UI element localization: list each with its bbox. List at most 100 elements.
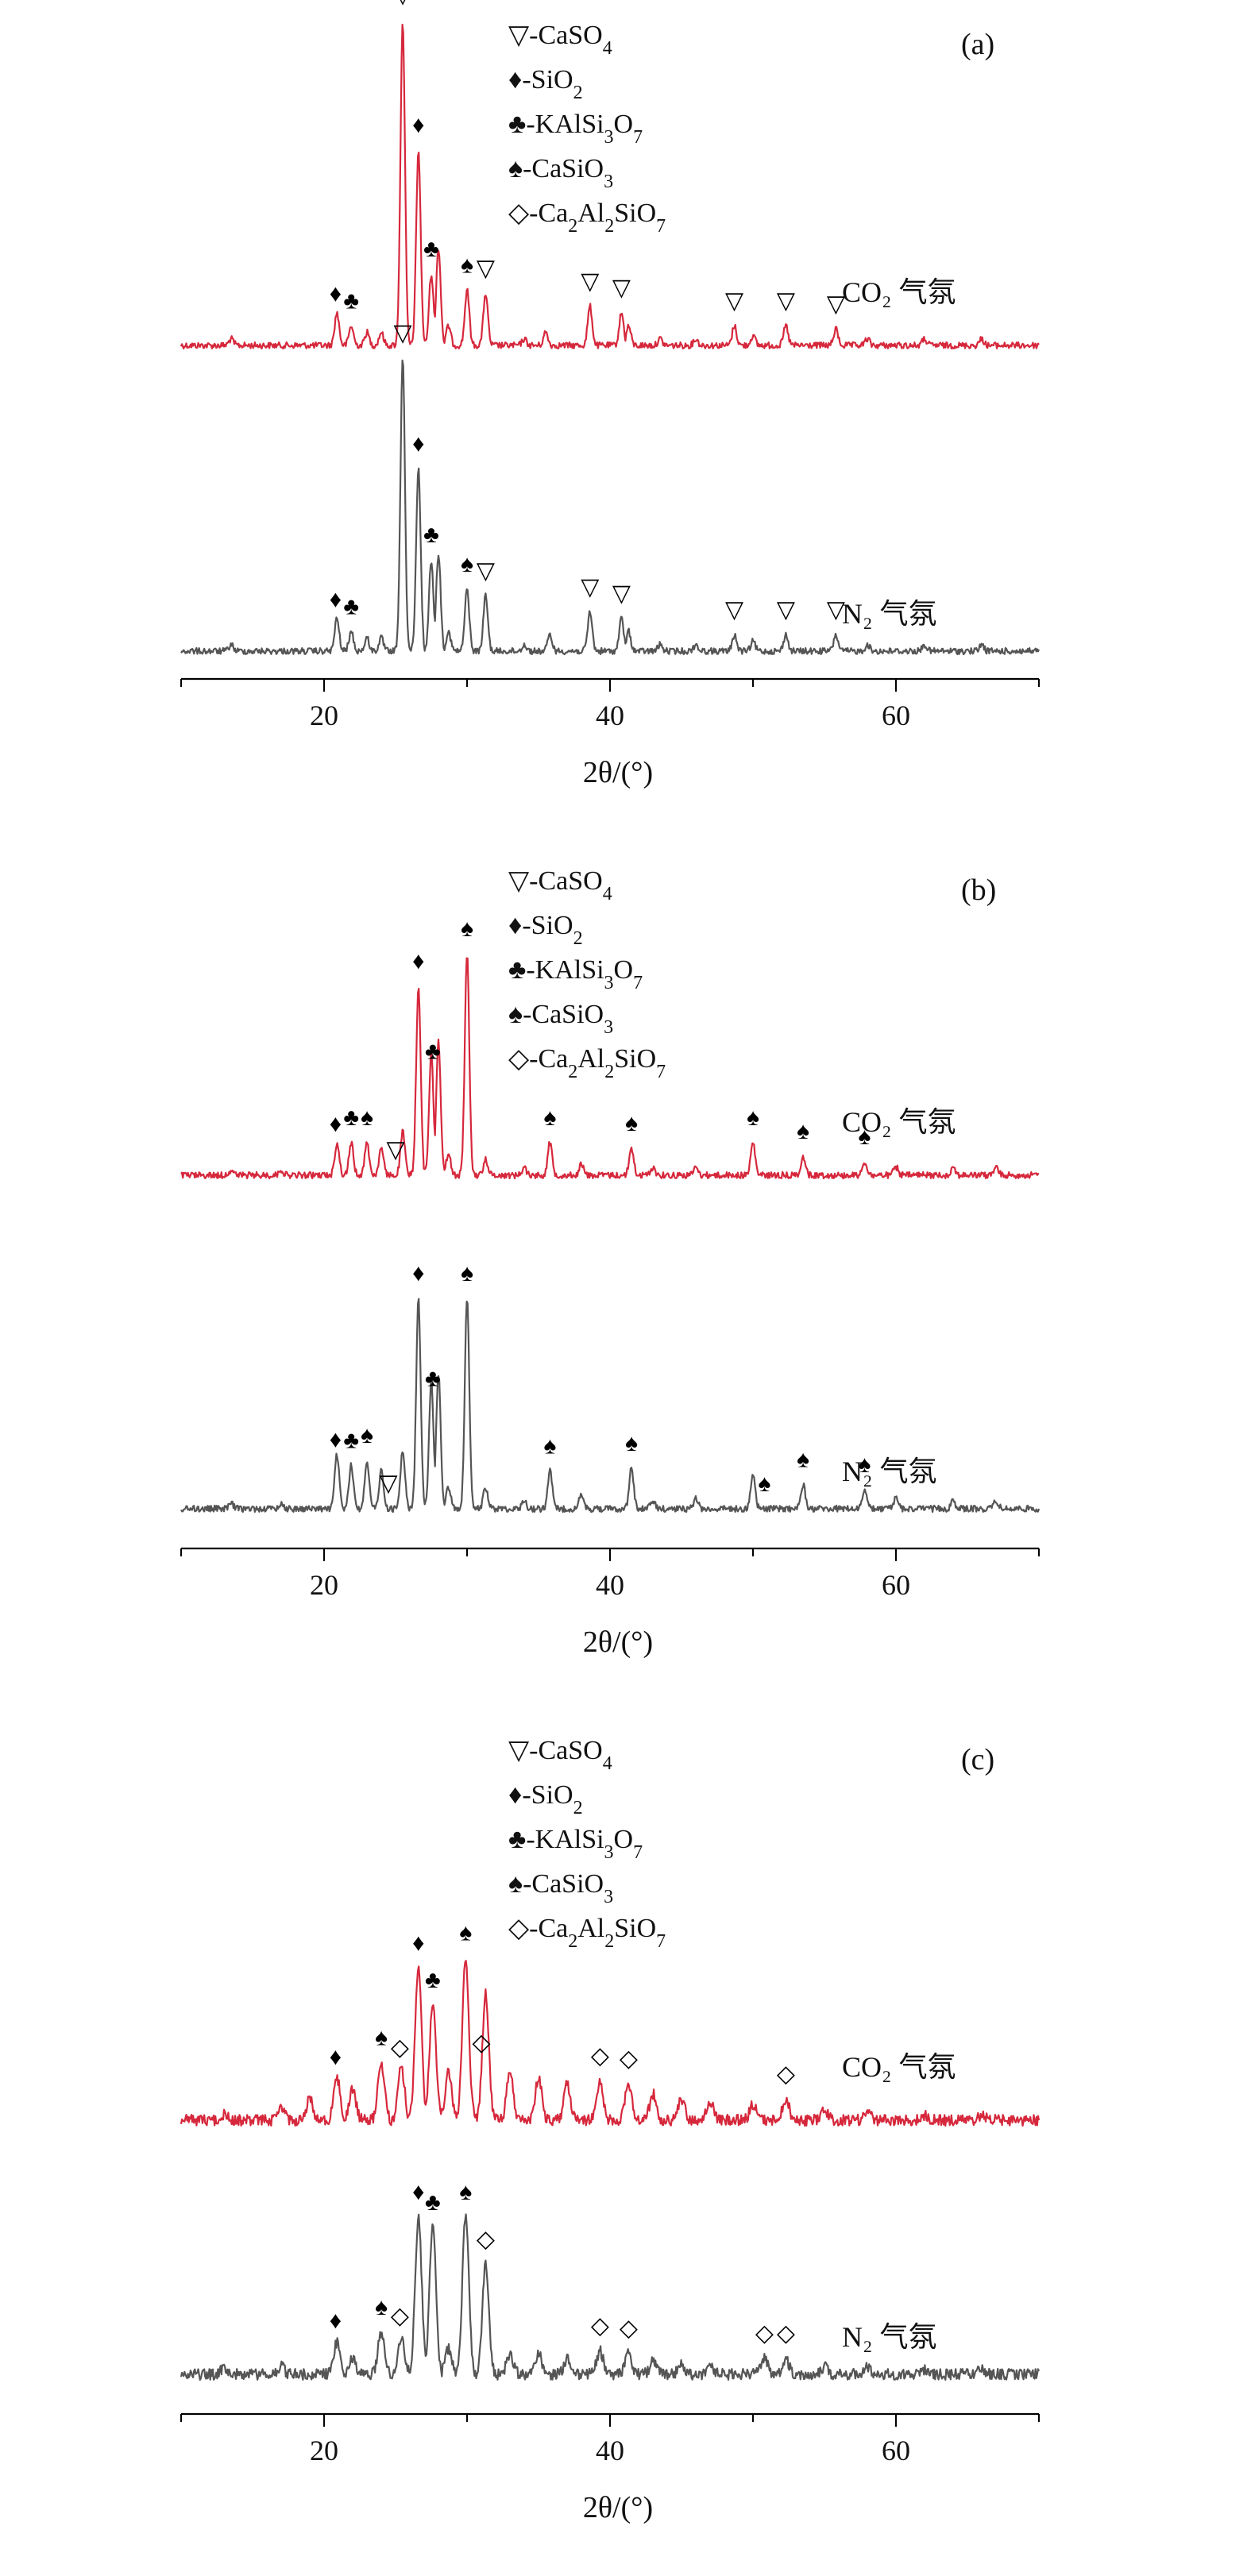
- x-axis-title: 2θ/(°): [583, 2491, 653, 2524]
- legend-symbol: ♣: [508, 1825, 526, 1854]
- legend-entry: ▽-CaSO4: [508, 866, 612, 904]
- legend-symbol: ♣: [508, 110, 526, 139]
- peak-marker-SiO2: ♦: [330, 1427, 342, 1453]
- peak-marker-Ca2Al2SiO7: ◇: [591, 2043, 609, 2069]
- peak-marker-Ca2Al2SiO7: ◇: [755, 2320, 774, 2347]
- peak-marker-SiO2: ♦: [330, 587, 342, 613]
- peak-marker-SiO2: ♦: [330, 2308, 342, 2334]
- peak-marker-CaSiO3: ♠: [625, 1110, 638, 1136]
- peak-marker-KAlSi3O7: ♣: [423, 522, 439, 548]
- legend-entry: ♠-CaSiO3: [508, 154, 613, 192]
- peak-marker-Ca2Al2SiO7: ◇: [620, 2046, 638, 2072]
- peak-marker-CaSO4: ▽: [393, 0, 411, 8]
- x-tick-label: 60: [882, 2435, 910, 2466]
- x-tick-label: 40: [596, 1569, 624, 1601]
- peak-marker-KAlSi3O7: ♣: [425, 1039, 441, 1065]
- x-tick-label: 40: [596, 2435, 624, 2466]
- legend-entry: ♠-CaSiO3: [508, 1000, 613, 1038]
- legend-symbol: ▽: [508, 21, 530, 50]
- peak-marker-KAlSi3O7: ♣: [343, 593, 359, 619]
- peak-marker-CaSiO3: ♠: [858, 1124, 871, 1150]
- peak-marker-CaSO4: ▽: [777, 287, 795, 314]
- peak-marker-Ca2Al2SiO7: ◇: [477, 2226, 495, 2252]
- peak-marker-CaSiO3: ♠: [625, 1430, 638, 1456]
- peak-marker-CaSO4: ▽: [393, 320, 411, 346]
- peak-marker-KAlSi3O7: ♣: [423, 236, 439, 262]
- legend-symbol: ◇: [508, 1914, 530, 1943]
- peak-marker-SiO2: ♦: [412, 1260, 424, 1286]
- peak-marker-CaSO4: ▽: [612, 580, 631, 607]
- peak-marker-CaSO4: ▽: [725, 287, 743, 314]
- peak-marker-CaSO4: ▽: [477, 255, 495, 281]
- legend-symbol: ♣: [508, 955, 526, 985]
- series-label: CO₂ 气氛: [842, 276, 956, 308]
- peak-marker-SiO2: ♦: [412, 948, 424, 974]
- peak-marker-CaSiO3: ♠: [461, 551, 473, 577]
- x-axis-title: 2θ/(°): [583, 756, 653, 789]
- peak-marker-CaSiO3: ♠: [375, 2294, 388, 2320]
- panel-c: ▽-CaSO4 ♦-SiO2 ♣-KAlSi3O7 ♠-CaSiO3 ◇-Ca2Al2S…: [180, 1736, 1041, 2524]
- peak-marker-KAlSi3O7: ♣: [425, 2189, 441, 2215]
- peak-marker-Ca2Al2SiO7: ◇: [777, 2320, 795, 2347]
- peak-marker-Ca2Al2SiO7: ◇: [777, 2061, 795, 2088]
- legend-entry: ♣-KAlSi3O7: [508, 955, 643, 993]
- peak-marker-CaSiO3: ♠: [459, 2179, 472, 2205]
- peak-marker-CaSiO3: ♠: [461, 916, 473, 942]
- peak-marker-Ca2Al2SiO7: ◇: [591, 2312, 609, 2339]
- panel-a: ▽-CaSO4 ♦-SiO2 ♣-KAlSi3O7 ♠-CaSiO3 ◇-Ca2Al2S…: [180, 0, 1040, 789]
- legend-symbol: ♦: [508, 911, 522, 940]
- peak-marker-CaSiO3: ♠: [858, 1452, 871, 1478]
- series-label: N₂ 气氛: [842, 598, 937, 630]
- peak-marker-CaSiO3: ♠: [797, 1446, 809, 1472]
- peak-marker-CaSO4: ▽: [612, 275, 631, 301]
- legend-symbol: ♦: [508, 1780, 522, 1810]
- legend-symbol: ♦: [508, 65, 522, 94]
- legend-entry: ♦-SiO2: [508, 1780, 583, 1818]
- peak-marker-Ca2Al2SiO7: ◇: [391, 2034, 409, 2061]
- peak-marker-CaSO4: ▽: [827, 597, 845, 623]
- panel-b: ▽-CaSO4 ♦-SiO2 ♣-KAlSi3O7 ♠-CaSiO3 ◇-Ca2Al2S…: [180, 866, 1041, 1659]
- peak-marker-Ca2Al2SiO7: ◇: [472, 2030, 490, 2056]
- peak-marker-KAlSi3O7: ♣: [425, 1967, 441, 1993]
- legend-entry: ▽-CaSO4: [508, 1736, 612, 1774]
- peak-marker-SiO2: ♦: [330, 2044, 342, 2070]
- legend-symbol: ♠: [508, 154, 523, 183]
- legend-entry: ♠-CaSiO3: [508, 1869, 613, 1907]
- x-axis-title: 2θ/(°): [583, 1625, 653, 1659]
- peak-marker-KAlSi3O7: ♣: [425, 1365, 441, 1391]
- x-tick-label: 60: [882, 700, 910, 731]
- legend-entry: ♣-KAlSi3O7: [508, 1825, 643, 1863]
- series-label: N₂ 气氛: [842, 1456, 937, 1487]
- peak-marker-KAlSi3O7: ♣: [343, 1105, 359, 1131]
- peak-marker-KAlSi3O7: ♣: [343, 287, 359, 314]
- peak-marker-CaSO4: ▽: [777, 597, 795, 623]
- peak-marker-CaSiO3: ♠: [543, 1433, 556, 1459]
- peak-marker-Ca2Al2SiO7: ◇: [620, 2316, 638, 2342]
- legend-entry: ◇-Ca2Al2SiO7: [508, 1044, 666, 1082]
- x-tick-label: 60: [882, 1569, 910, 1601]
- legend-entry: ♦-SiO2: [508, 65, 583, 103]
- peak-marker-SiO2: ♦: [412, 430, 424, 457]
- x-tick-label: 20: [310, 1569, 338, 1601]
- panel-label: (c): [961, 1743, 994, 1776]
- peak-marker-CaSiO3: ♠: [375, 2024, 388, 2050]
- x-tick-label: 20: [310, 2435, 338, 2466]
- peak-marker-CaSO4: ▽: [827, 291, 845, 318]
- peak-marker-KAlSi3O7: ♣: [343, 1428, 359, 1454]
- series-label: CO₂ 气氛: [842, 1106, 956, 1138]
- legend-entry: ◇-Ca2Al2SiO7: [508, 199, 666, 237]
- x-tick-label: 20: [310, 700, 338, 731]
- xrd-trace-co2: [180, 23, 1040, 350]
- legend-entry: ♣-KAlSi3O7: [508, 110, 643, 148]
- peak-marker-CaSiO3: ♠: [461, 1260, 473, 1286]
- legend-symbol: ▽: [508, 866, 530, 896]
- legend-symbol: ♠: [508, 1869, 523, 1899]
- xrd-trace-n2: [180, 359, 1040, 656]
- legend-symbol: ◇: [508, 1044, 530, 1074]
- legend-entry: ◇-Ca2Al2SiO7: [508, 1914, 666, 1952]
- peak-marker-CaSO4: ▽: [581, 574, 599, 600]
- legend-entry: ♦-SiO2: [508, 911, 583, 949]
- series-label: N₂ 气氛: [842, 2321, 937, 2353]
